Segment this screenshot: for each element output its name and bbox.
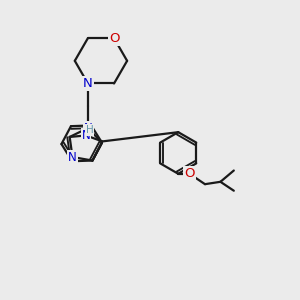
Text: N: N: [82, 129, 90, 142]
Text: N: N: [83, 77, 93, 90]
Text: N: N: [83, 122, 92, 135]
Text: O: O: [109, 32, 119, 45]
Text: H: H: [86, 125, 94, 135]
Text: O: O: [184, 167, 195, 180]
Text: N: N: [68, 151, 77, 164]
